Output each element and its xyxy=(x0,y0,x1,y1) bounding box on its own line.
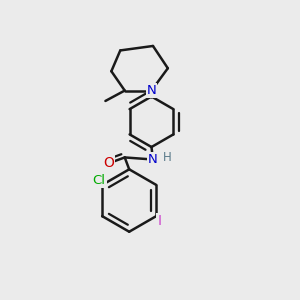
Text: N: N xyxy=(148,153,158,166)
Text: I: I xyxy=(157,214,161,229)
Text: N: N xyxy=(147,84,156,97)
Text: Cl: Cl xyxy=(93,174,106,187)
Text: O: O xyxy=(103,156,114,170)
Text: H: H xyxy=(163,151,172,164)
